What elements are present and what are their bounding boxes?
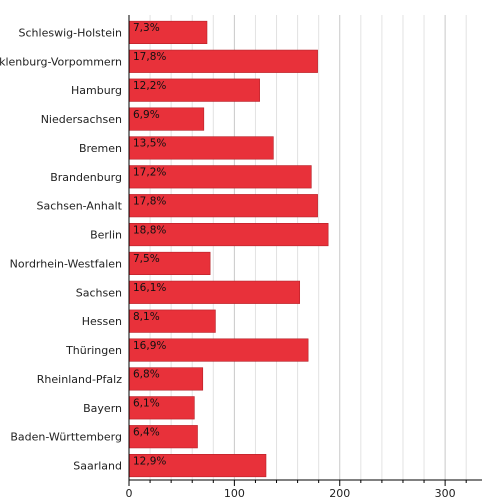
- value-label: 13,5%: [133, 138, 166, 150]
- value-label: 16,1%: [133, 282, 166, 294]
- value-label: 16,9%: [133, 340, 166, 352]
- x-tick-label: 300: [435, 487, 456, 500]
- value-labels: 7,3% 17,8% 12,2% 6,9% 13,5% 17,2% 17,8% 18,8% 7,…: [133, 22, 166, 467]
- category-label: Rheinland-Pfalz: [37, 373, 122, 386]
- value-label: 7,3%: [133, 22, 160, 34]
- grid-lines: [149, 15, 467, 480]
- value-label: 6,9%: [133, 109, 160, 121]
- value-label: 6,4%: [133, 426, 160, 438]
- category-label: Sachsen-Anhalt: [36, 200, 122, 213]
- category-label: Saarland: [73, 460, 122, 473]
- category-label: Sachsen: [76, 286, 122, 299]
- category-labels: Schleswig-Holstein Mecklenburg-Vorpommern…: [0, 26, 123, 472]
- x-axis: 0 100 200 300: [126, 15, 482, 500]
- value-label: 12,9%: [133, 455, 166, 467]
- x-tick-label: 0: [126, 487, 133, 500]
- value-label: 17,8%: [133, 51, 166, 63]
- category-label: Bremen: [79, 142, 122, 155]
- bars: [128, 20, 329, 478]
- category-label: Hessen: [82, 315, 122, 328]
- value-label: 7,5%: [133, 253, 160, 265]
- category-label: Brandenburg: [50, 171, 122, 184]
- category-label: Schleswig-Holstein: [19, 26, 122, 39]
- category-label: Mecklenburg-Vorpommern: [0, 55, 122, 68]
- category-label: Thüringen: [65, 344, 122, 357]
- value-label: 6,1%: [133, 398, 160, 410]
- category-label: Hamburg: [71, 84, 122, 97]
- value-label: 17,8%: [133, 195, 166, 207]
- value-label: 8,1%: [133, 311, 160, 323]
- x-tick-label: 100: [224, 487, 245, 500]
- x-tick-label: 200: [329, 487, 350, 500]
- value-label: 17,2%: [133, 167, 166, 179]
- category-label: Baden-Württemberg: [10, 431, 122, 444]
- category-label: Bayern: [83, 402, 122, 415]
- value-label: 6,8%: [133, 369, 160, 381]
- value-label: 18,8%: [133, 224, 166, 236]
- category-label: Niedersachsen: [41, 113, 122, 126]
- category-label: Nordrhein-Westfalen: [10, 257, 122, 270]
- category-label: Berlin: [90, 229, 122, 242]
- value-label: 12,2%: [133, 80, 166, 92]
